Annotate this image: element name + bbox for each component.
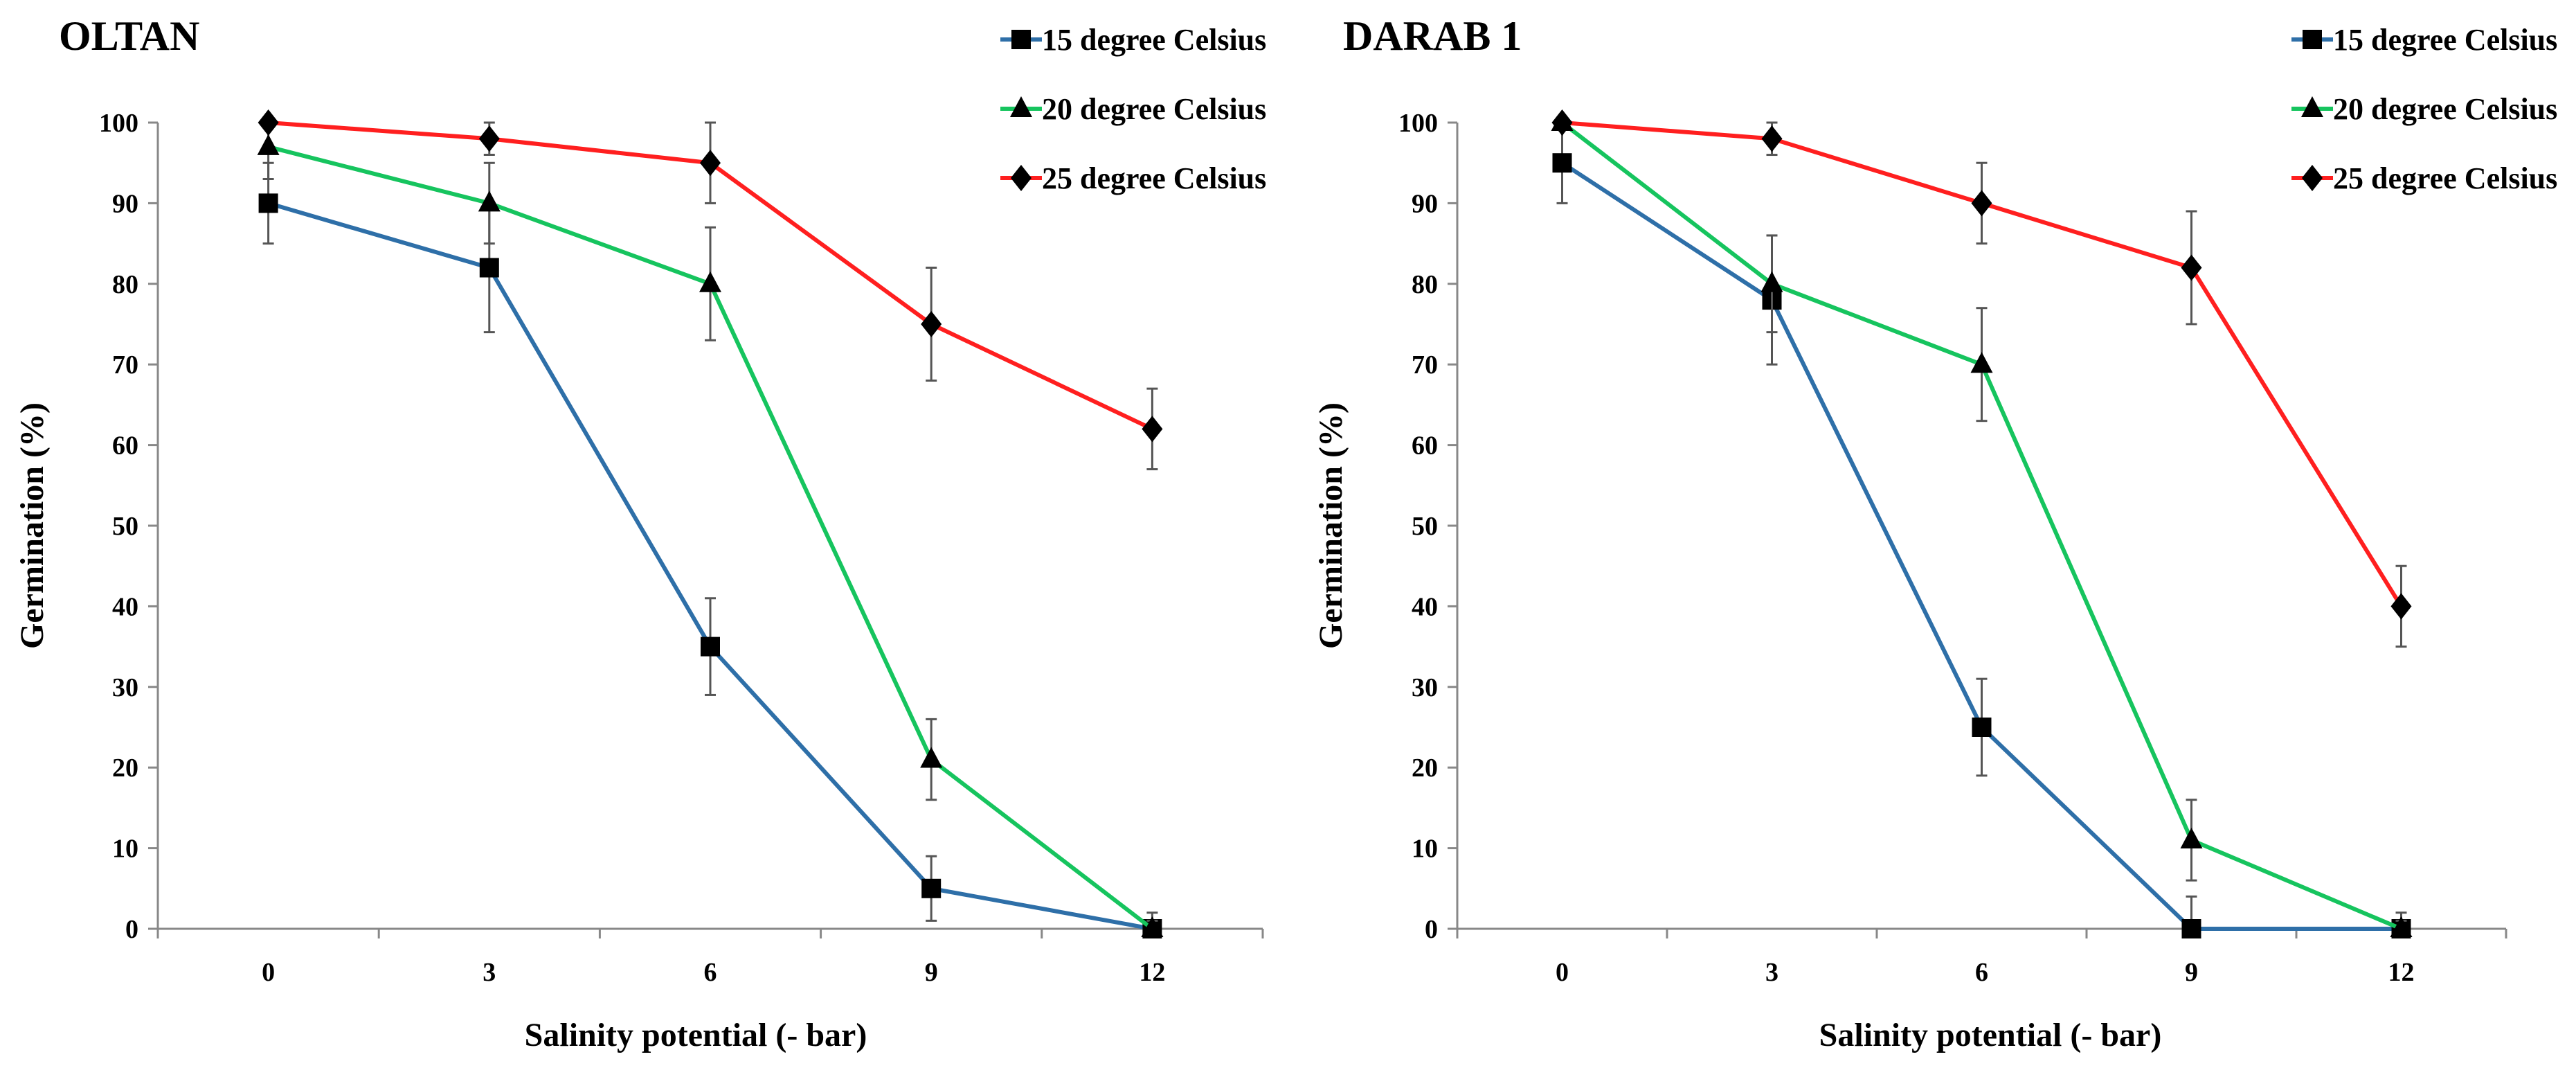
y-tick-label: 90 [112, 189, 138, 218]
legend-label: 15 degree Celsius [2333, 23, 2557, 57]
x-tick-label: 0 [262, 958, 275, 987]
legend-item: 25 degree Celsius [2291, 161, 2557, 195]
y-tick-label: 100 [99, 109, 138, 138]
y-tick-label: 20 [112, 754, 138, 783]
data-point-square [1972, 718, 1992, 737]
chart-title: DARAB 1 [1343, 13, 1522, 59]
series-0 [258, 161, 1162, 938]
legend-item: 15 degree Celsius [1000, 23, 1266, 57]
data-point-triangle [1141, 916, 1164, 937]
y-tick-label: 0 [1425, 915, 1438, 944]
x-tick-label: 12 [1139, 958, 1165, 987]
legend-item: 20 degree Celsius [2291, 92, 2557, 126]
data-point-diamond [1142, 416, 1163, 443]
legend-item: 25 degree Celsius [1000, 161, 1266, 195]
data-point-diamond [1971, 190, 1992, 217]
data-point-triangle [699, 271, 721, 292]
y-tick-label: 100 [1398, 109, 1438, 138]
legend-marker [1011, 165, 1032, 191]
data-point-square [1552, 153, 1572, 173]
data-point-diamond [2181, 254, 2202, 281]
x-tick-label: 12 [2388, 958, 2415, 987]
y-tick-label: 80 [1412, 270, 1438, 299]
y-tick-label: 80 [112, 270, 138, 299]
data-point-square [921, 878, 942, 898]
y-tick-label: 20 [1412, 754, 1438, 783]
y-tick-label: 0 [125, 915, 138, 944]
x-tick-label: 9 [2185, 958, 2198, 987]
data-point-triangle [1760, 271, 1783, 292]
series-1 [257, 121, 1164, 937]
x-tick-label: 3 [483, 958, 496, 987]
data-point-square [701, 637, 720, 657]
data-point-diamond [1551, 109, 1573, 136]
y-tick-label: 60 [1412, 431, 1438, 461]
data-point-diamond [921, 311, 942, 337]
legend-label: 20 degree Celsius [1042, 92, 1266, 126]
data-point-triangle [257, 134, 280, 155]
data-point-triangle [1970, 352, 1993, 373]
y-tick-label: 10 [1412, 835, 1438, 864]
y-tick-label: 30 [112, 673, 138, 702]
y-tick-label: 10 [112, 835, 138, 864]
data-point-square [479, 258, 499, 278]
data-point-diamond [478, 125, 500, 152]
y-tick-label: 70 [1412, 350, 1438, 380]
legend-marker [2302, 165, 2323, 191]
y-tick-label: 40 [1412, 592, 1438, 621]
data-point-triangle [478, 190, 501, 212]
legend-marker [1011, 30, 1031, 49]
legend-marker [1010, 96, 1032, 117]
chart-panel-0: OLTAN 0 10 20 30 40 50 60 70 80 90 100 0 3 6 9 12 Salinit… [14, 13, 1266, 1053]
data-point-triangle [2390, 916, 2413, 937]
series-2 [258, 109, 1163, 471]
legend-item: 15 degree Celsius [2291, 23, 2557, 57]
legend-item: 20 degree Celsius [1000, 92, 1266, 126]
x-axis-title: Salinity potential (- bar) [525, 1017, 867, 1053]
y-tick-label: 50 [112, 512, 138, 541]
series-2 [1551, 109, 2412, 648]
legend-label: 25 degree Celsius [2333, 161, 2557, 195]
data-point-diamond [258, 109, 279, 136]
legend-marker [2301, 96, 2323, 117]
legend-label: 20 degree Celsius [2333, 92, 2557, 126]
y-axis-title: Germination (%) [1313, 402, 1349, 649]
x-tick-label: 6 [704, 958, 717, 987]
data-point-diamond [700, 150, 721, 177]
series-0 [1552, 121, 2411, 938]
legend-label: 25 degree Celsius [1042, 161, 1266, 195]
x-tick-label: 9 [925, 958, 938, 987]
x-axis-title: Salinity potential (- bar) [1819, 1017, 2162, 1053]
data-point-square [258, 193, 278, 213]
x-tick-label: 0 [1556, 958, 1569, 987]
x-tick-label: 6 [1975, 958, 1988, 987]
y-tick-label: 70 [112, 350, 138, 380]
y-tick-label: 50 [1412, 512, 1438, 541]
chart-title: OLTAN [59, 13, 199, 59]
x-tick-label: 3 [1765, 958, 1778, 987]
legend-marker [2303, 30, 2322, 49]
y-tick-label: 60 [112, 431, 138, 461]
legend-label: 15 degree Celsius [1042, 23, 1266, 57]
data-point-diamond [1761, 125, 1783, 152]
y-tick-label: 40 [112, 592, 138, 621]
y-axis-title: Germination (%) [14, 402, 51, 649]
data-point-diamond [2390, 593, 2412, 620]
chart-panel-1: DARAB 1 0 10 20 30 40 50 60 70 80 90 100 0 3 6 9 12 Salin… [1313, 13, 2557, 1053]
data-point-square [2181, 919, 2201, 938]
data-point-triangle [2180, 827, 2203, 848]
y-tick-label: 90 [1412, 189, 1438, 218]
data-point-triangle [920, 747, 943, 768]
series-line [1560, 161, 2402, 931]
y-tick-label: 30 [1412, 673, 1438, 702]
